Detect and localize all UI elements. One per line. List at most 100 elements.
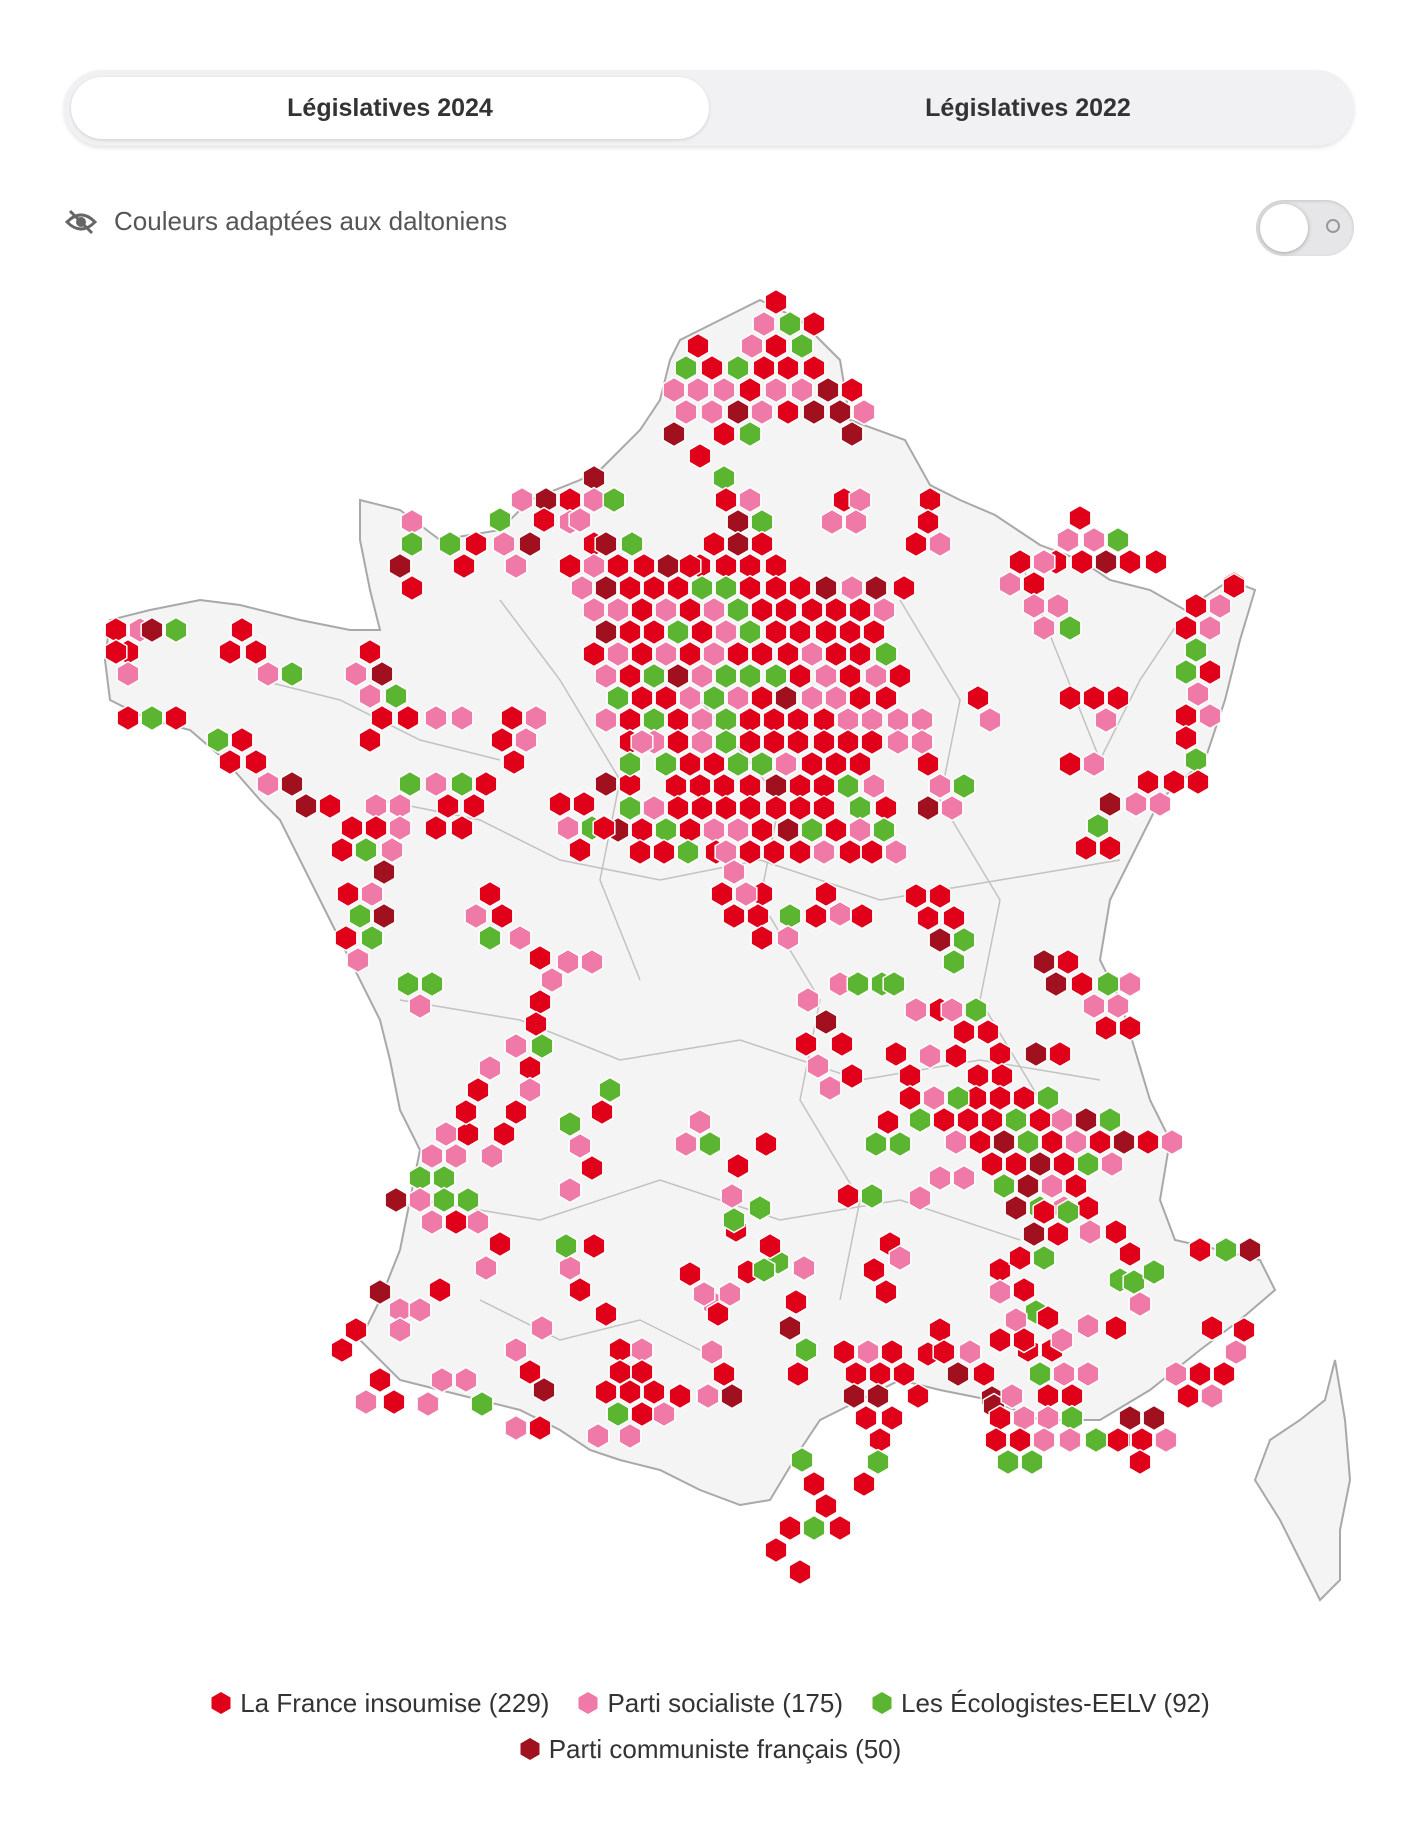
constituency-hex-ps[interactable] — [884, 838, 908, 866]
constituency-hex-ps[interactable] — [796, 986, 820, 1014]
constituency-hex-ps[interactable] — [722, 858, 746, 886]
constituency-hex-eelv[interactable] — [714, 574, 738, 602]
constituency-hex-lfi[interactable] — [764, 1536, 788, 1564]
constituency-hex-ps[interactable] — [720, 1182, 744, 1210]
constituency-hex-lfi[interactable] — [874, 1278, 898, 1306]
constituency-hex-lfi[interactable] — [478, 880, 502, 908]
constituency-hex-ps[interactable] — [466, 1208, 490, 1236]
constituency-hex-pcf[interactable] — [1028, 1150, 1052, 1178]
constituency-hex-eelv[interactable] — [674, 354, 698, 382]
constituency-hex-lfi[interactable] — [726, 640, 750, 668]
constituency-hex-ps[interactable] — [570, 574, 594, 602]
constituency-hex-lfi[interactable] — [852, 1470, 876, 1498]
constituency-hex-eelv[interactable] — [1028, 1360, 1052, 1388]
constituency-hex-ps[interactable] — [514, 726, 538, 754]
constituency-hex-pcf[interactable] — [140, 616, 164, 644]
constituency-hex-ps[interactable] — [568, 1132, 592, 1160]
constituency-hex-lfi[interactable] — [1200, 1314, 1224, 1342]
constituency-hex-ps[interactable] — [700, 1338, 724, 1366]
constituency-hex-lfi[interactable] — [618, 618, 642, 646]
constituency-hex-pcf[interactable] — [1112, 1128, 1136, 1156]
constituency-hex-ps[interactable] — [814, 662, 838, 690]
constituency-hex-lfi[interactable] — [690, 794, 714, 822]
constituency-hex-eelv[interactable] — [794, 1336, 818, 1364]
constituency-hex-pcf[interactable] — [1016, 1172, 1040, 1200]
constituency-hex-lfi[interactable] — [714, 486, 738, 514]
constituency-hex-pcf[interactable] — [1142, 1404, 1166, 1432]
constituency-hex-lfi[interactable] — [568, 836, 592, 864]
constituency-hex-eelv[interactable] — [778, 310, 802, 338]
constituency-hex-lfi[interactable] — [104, 638, 128, 666]
constituency-hex-lfi[interactable] — [812, 728, 836, 756]
constituency-hex-eelv[interactable] — [1098, 1106, 1122, 1134]
constituency-hex-lfi[interactable] — [788, 1558, 812, 1586]
constituency-hex-ps[interactable] — [474, 1254, 498, 1282]
constituency-hex-lfi[interactable] — [762, 728, 786, 756]
constituency-hex-ps[interactable] — [848, 486, 872, 514]
constituency-hex-lfi[interactable] — [456, 1120, 480, 1148]
constituency-hex-lfi[interactable] — [824, 750, 848, 778]
constituency-hex-ps[interactable] — [1164, 1360, 1188, 1388]
constituency-hex-ps[interactable] — [1154, 1426, 1178, 1454]
constituency-hex-lfi[interactable] — [928, 1316, 952, 1344]
constituency-hex-ps[interactable] — [642, 794, 666, 822]
constituency-hex-lfi[interactable] — [678, 750, 702, 778]
constituency-hex-lfi[interactable] — [722, 902, 746, 930]
constituency-hex-lfi[interactable] — [980, 1106, 1004, 1134]
constituency-hex-ps[interactable] — [1118, 970, 1142, 998]
constituency-hex-lfi[interactable] — [688, 442, 712, 470]
constituency-hex-lfi[interactable] — [652, 838, 676, 866]
constituency-hex-ps[interactable] — [692, 1280, 716, 1308]
constituency-hex-lfi[interactable] — [524, 1010, 548, 1038]
constituency-hex-pcf[interactable] — [368, 1278, 392, 1306]
constituency-hex-eelv[interactable] — [1056, 1198, 1080, 1226]
constituency-hex-lfi[interactable] — [824, 816, 848, 844]
constituency-hex-lfi[interactable] — [1136, 768, 1160, 796]
constituency-hex-eelv[interactable] — [602, 486, 626, 514]
constituency-hex-lfi[interactable] — [230, 616, 254, 644]
constituency-hex-eelv[interactable] — [726, 354, 750, 382]
constituency-hex-lfi[interactable] — [824, 596, 848, 624]
constituency-hex-ps[interactable] — [630, 728, 654, 756]
constituency-hex-eelv[interactable] — [1142, 1258, 1166, 1286]
constituency-hex-ps[interactable] — [1040, 1172, 1064, 1200]
constituency-hex-lfi[interactable] — [1068, 504, 1092, 532]
constituency-hex-lfi[interactable] — [874, 684, 898, 712]
constituency-hex-ps[interactable] — [1186, 680, 1210, 708]
constituency-hex-ps[interactable] — [662, 376, 686, 404]
constituency-hex-ps[interactable] — [952, 1164, 976, 1192]
constituency-hex-lfi[interactable] — [428, 1276, 452, 1304]
constituency-hex-lfi[interactable] — [712, 772, 736, 800]
constituency-hex-lfi[interactable] — [868, 1426, 892, 1454]
constituency-hex-ps[interactable] — [504, 552, 528, 580]
constituency-hex-lfi[interactable] — [528, 944, 552, 972]
constituency-hex-lfi[interactable] — [860, 838, 884, 866]
constituency-hex-ps[interactable] — [388, 814, 412, 842]
constituency-hex-lfi[interactable] — [382, 1388, 406, 1416]
constituency-hex-ps[interactable] — [594, 662, 618, 690]
constituency-hex-lfi[interactable] — [690, 618, 714, 646]
constituency-hex-lfi[interactable] — [518, 1358, 542, 1386]
constituency-hex-ps[interactable] — [872, 596, 896, 624]
constituency-hex-eelv[interactable] — [882, 970, 906, 998]
constituency-hex-ps[interactable] — [586, 1422, 610, 1450]
constituency-hex-lfi[interactable] — [830, 1030, 854, 1058]
constituency-hex-ps[interactable] — [714, 618, 738, 646]
constituency-hex-eelv[interactable] — [354, 836, 378, 864]
constituency-hex-lfi[interactable] — [630, 640, 654, 668]
constituency-hex-pcf[interactable] — [776, 816, 800, 844]
constituency-hex-ps[interactable] — [492, 530, 516, 558]
constituency-hex-lfi[interactable] — [1198, 658, 1222, 686]
constituency-hex-lfi[interactable] — [988, 1084, 1012, 1112]
constituency-hex-lfi[interactable] — [840, 1062, 864, 1090]
constituency-hex-ps[interactable] — [998, 570, 1022, 598]
constituency-hex-lfi[interactable] — [784, 1288, 808, 1316]
constituency-hex-ps[interactable] — [582, 596, 606, 624]
constituency-hex-lfi[interactable] — [1106, 684, 1130, 712]
constituency-hex-ps[interactable] — [556, 948, 580, 976]
constituency-hex-lfi[interactable] — [452, 552, 476, 580]
constituency-hex-lfi[interactable] — [1188, 1236, 1212, 1264]
constituency-hex-lfi[interactable] — [582, 640, 606, 668]
constituency-hex-eelv[interactable] — [642, 662, 666, 690]
constituency-hex-lfi[interactable] — [1104, 1218, 1128, 1246]
